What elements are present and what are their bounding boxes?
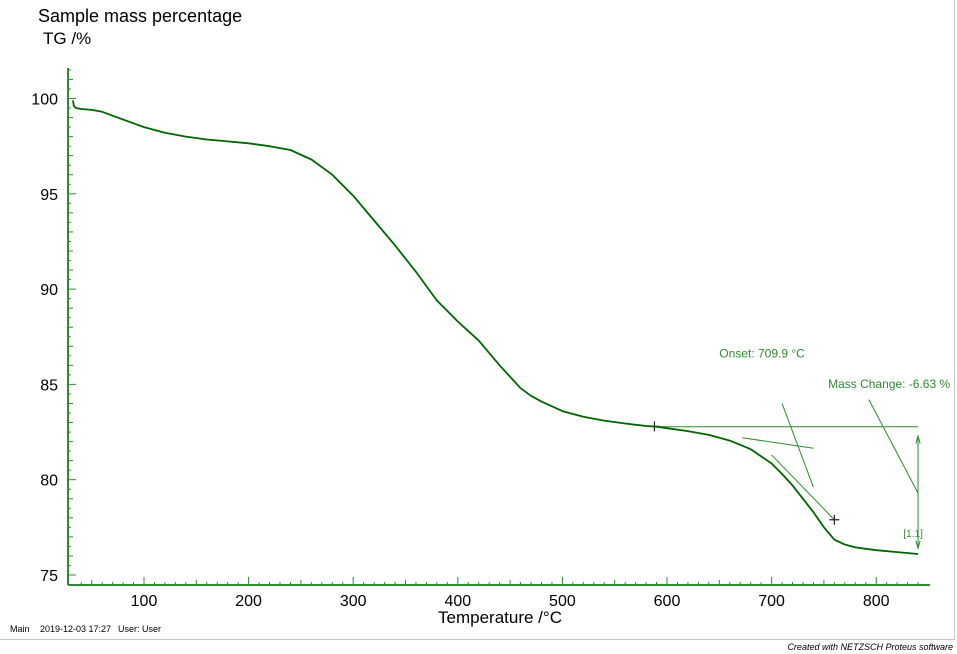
chart-frame	[0, 0, 955, 640]
footer-datetime: 2019-12-03 17:27	[40, 624, 112, 634]
segment-label: [1.1]	[903, 529, 923, 540]
x-tick-label: 800	[863, 593, 890, 610]
chart-title: Sample mass percentage	[38, 6, 243, 26]
y-axis-label: TG /%	[43, 29, 92, 48]
software-credit: Created with NETZSCH Proteus software	[787, 642, 953, 652]
tangent-line-2	[771, 454, 835, 521]
marker-2	[829, 514, 840, 525]
arrow-head-up	[915, 433, 921, 444]
y-tick-label: 75	[40, 568, 58, 585]
y-tick-label: 80	[40, 473, 58, 490]
x-tick-label: 200	[235, 593, 262, 610]
annotations: Onset: 709.9 °C Mass Change: -6.63 % [1.1]	[649, 347, 950, 551]
series-layer	[72, 100, 919, 555]
x-tick-label: 300	[340, 593, 367, 610]
tg-curve-series-1	[72, 100, 919, 555]
y-tick-label: 90	[40, 282, 58, 299]
y-tick-label: 85	[40, 377, 58, 394]
x-axis-label: Temperature /°C	[438, 608, 562, 627]
x-tick-label: 700	[758, 593, 785, 610]
arrow-head-down	[915, 540, 921, 551]
x-tick-label: 400	[444, 593, 471, 610]
tg-plot: 75 80 85 90 95 100 100 200 300 400 500 600 700 800 On…	[31, 68, 950, 627]
axes	[67, 68, 930, 586]
onset-label: Onset: 709.9 °C	[719, 347, 805, 361]
x-tick-label: 500	[549, 593, 576, 610]
tick-labels: 75 80 85 90 95 100 100 200 300 400 500 600 700 800	[31, 92, 889, 611]
onset-leader	[781, 403, 814, 488]
footer-main: Main	[10, 624, 30, 634]
footer-user: User: User	[118, 624, 162, 634]
ticks	[68, 69, 919, 585]
y-tick-label: 100	[31, 92, 58, 109]
y-tick-label: 95	[40, 187, 58, 204]
x-tick-label: 100	[131, 593, 158, 610]
mass-change-leader	[868, 399, 919, 494]
mass-change-label: Mass Change: -6.63 %	[828, 377, 950, 391]
tangent-line-1	[742, 437, 814, 449]
x-tick-label: 600	[654, 593, 681, 610]
